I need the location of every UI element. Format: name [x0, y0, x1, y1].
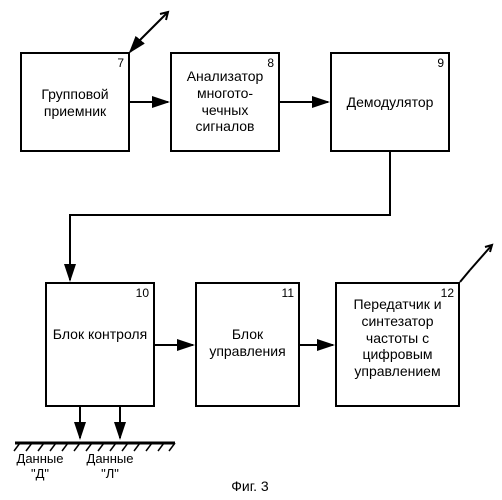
node-group-receiver: 7 Групповой приемник — [20, 52, 130, 152]
diagram-canvas: 7 Групповой приемник 8 Анализатор многот… — [0, 0, 502, 500]
node-transmitter-synth: 12 Передатчик и синтезатор частоты с циф… — [335, 282, 460, 407]
node-management-block: 11 Блок управления — [195, 282, 300, 407]
antenna-in-icon — [130, 12, 168, 52]
node-signal-analyzer: 8 Анализатор многото-чечных сигналов — [170, 52, 280, 152]
antenna-out-icon — [460, 245, 492, 282]
output-label-l: Данные "Л" — [80, 452, 140, 482]
node-label: Передатчик и синтезатор частоты с цифров… — [337, 296, 458, 380]
node-number: 9 — [437, 56, 444, 70]
node-label: Анализатор многото-чечных сигналов — [172, 68, 278, 135]
node-demodulator: 9 Демодулятор — [330, 52, 450, 152]
bus-bar-hatching — [14, 443, 175, 451]
arrow-9-to-10 — [70, 152, 390, 280]
figure-caption: Фиг. 3 — [200, 478, 300, 494]
output-label-d: Данные "Д" — [10, 452, 70, 482]
node-label: Блок управления — [197, 326, 298, 360]
output-l-line1: Данные — [80, 452, 140, 467]
node-control-block: 10 Блок контроля — [45, 282, 155, 407]
output-l-line2: "Л" — [80, 467, 140, 482]
node-label: Блок контроля — [47, 326, 153, 343]
node-number: 11 — [282, 286, 294, 300]
output-d-line1: Данные — [10, 452, 70, 467]
node-label: Демодулятор — [332, 94, 448, 111]
node-number: 10 — [136, 286, 149, 300]
node-label: Групповой приемник — [22, 86, 128, 120]
output-d-line2: "Д" — [10, 467, 70, 482]
node-number: 7 — [117, 56, 124, 70]
